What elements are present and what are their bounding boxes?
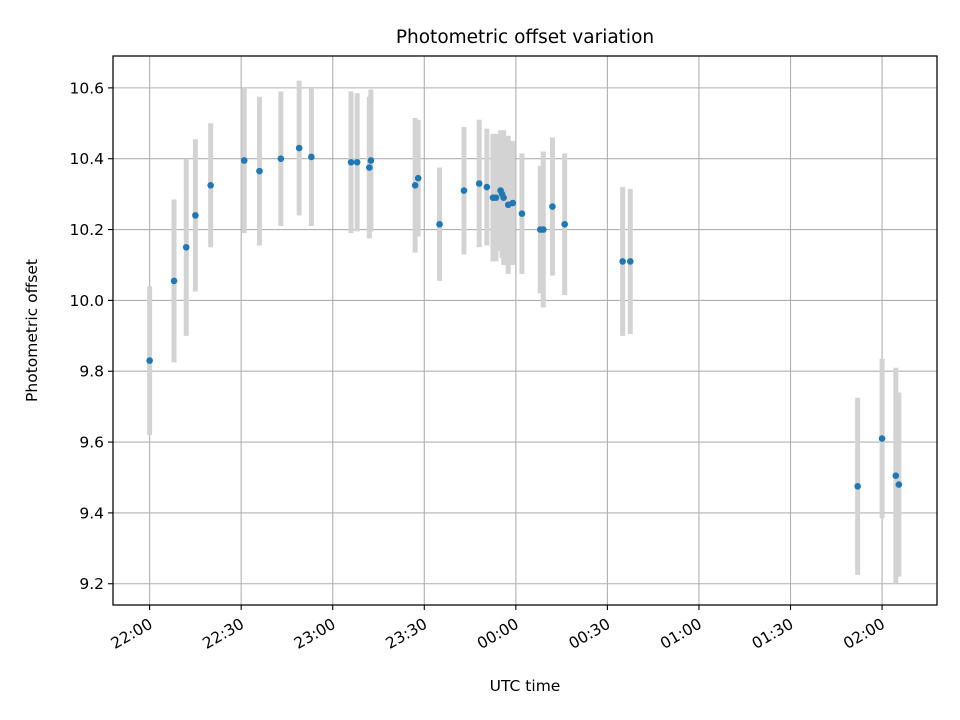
chart-title: Photometric offset variation — [396, 27, 654, 48]
data-point — [492, 194, 500, 201]
data-point — [540, 226, 547, 233]
y-tick-label: 9.8 — [79, 363, 104, 381]
data-point — [240, 157, 248, 164]
data-point — [878, 435, 886, 442]
data-point — [892, 472, 900, 480]
y-axis-title: Photometric offset — [23, 259, 41, 402]
data-point — [460, 187, 468, 194]
y-tick-label: 10.0 — [69, 292, 104, 310]
data-point — [353, 158, 361, 166]
data-point — [366, 164, 373, 171]
y-tick-label: 9.2 — [79, 575, 104, 593]
grid — [113, 56, 937, 605]
data-point — [500, 194, 507, 201]
data-point — [895, 481, 903, 488]
data-point — [411, 181, 419, 189]
data-point — [295, 144, 303, 152]
data-points — [146, 144, 903, 490]
data-point — [182, 243, 190, 251]
data-point — [256, 167, 263, 175]
data-point — [308, 153, 315, 161]
data-point — [483, 183, 491, 191]
data-point — [414, 174, 422, 182]
y-axis-ticks: 9.2 9.4 9.6 9.8 10.0 10.2 10.4 10.6 — [69, 79, 113, 593]
data-point — [475, 180, 483, 187]
y-tick-label: 9.4 — [79, 504, 104, 522]
data-point — [436, 220, 443, 228]
plot-frame — [112, 55, 938, 606]
data-point — [619, 258, 626, 265]
y-tick-label: 10.6 — [69, 79, 104, 97]
x-axis-title: UTC time — [490, 677, 561, 695]
data-point — [347, 158, 355, 166]
y-tick-label: 10.2 — [69, 221, 104, 239]
y-tick-label: 9.6 — [79, 434, 104, 452]
data-point — [367, 157, 375, 164]
data-point — [549, 203, 556, 210]
data-point — [626, 258, 634, 265]
data-point — [509, 199, 517, 207]
data-point — [854, 483, 861, 490]
data-point — [561, 220, 568, 228]
data-point — [192, 212, 199, 219]
data-point — [277, 155, 285, 163]
data-point — [207, 181, 214, 189]
data-point — [146, 357, 153, 364]
y-tick-label: 10.4 — [69, 150, 104, 168]
data-point — [170, 277, 178, 285]
data-point — [518, 210, 526, 217]
